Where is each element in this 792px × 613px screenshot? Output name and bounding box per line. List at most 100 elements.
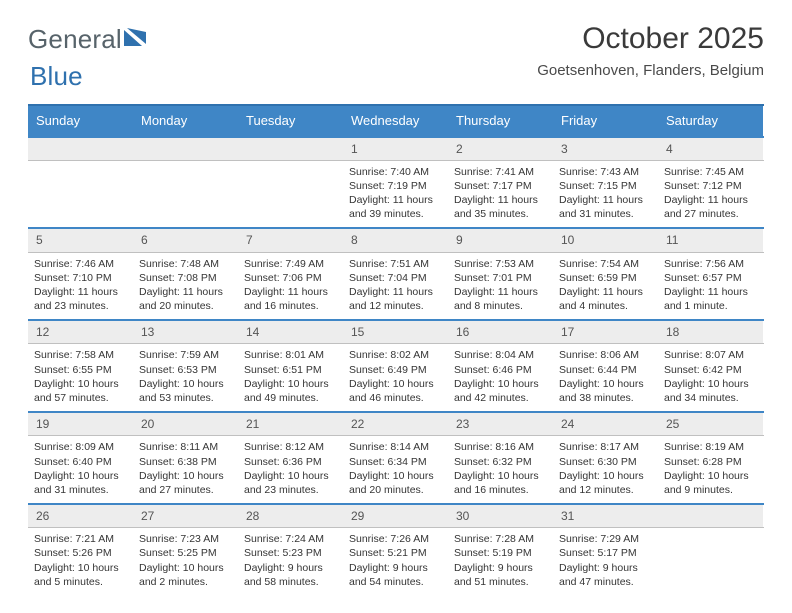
sunset-text: Sunset: 6:38 PM <box>139 455 232 469</box>
day-detail-cell: Sunrise: 8:07 AMSunset: 6:42 PMDaylight:… <box>658 344 763 411</box>
sunrise-text: Sunrise: 7:56 AM <box>664 257 757 271</box>
daylight-text: Daylight: 10 hours and 38 minutes. <box>559 377 652 405</box>
sunset-text: Sunset: 6:40 PM <box>34 455 127 469</box>
daylight-text: Daylight: 11 hours and 8 minutes. <box>454 285 547 313</box>
sunset-text: Sunset: 5:23 PM <box>244 546 337 560</box>
day-detail-row: Sunrise: 8:09 AMSunset: 6:40 PMDaylight:… <box>28 436 764 503</box>
day-number-row: 12131415161718 <box>28 319 764 344</box>
weekday-header: Tuesday <box>238 106 343 136</box>
day-number <box>658 505 763 527</box>
weekday-header: Monday <box>133 106 238 136</box>
day-number: 22 <box>343 413 448 435</box>
day-detail-cell: Sunrise: 7:58 AMSunset: 6:55 PMDaylight:… <box>28 344 133 411</box>
day-detail-cell: Sunrise: 7:54 AMSunset: 6:59 PMDaylight:… <box>553 253 658 320</box>
daylight-text: Daylight: 11 hours and 31 minutes. <box>559 193 652 221</box>
day-number: 19 <box>28 413 133 435</box>
page-title: October 2025 <box>537 22 764 56</box>
day-detail-cell: Sunrise: 7:48 AMSunset: 7:08 PMDaylight:… <box>133 253 238 320</box>
daylight-text: Daylight: 10 hours and 20 minutes. <box>349 469 442 497</box>
sunset-text: Sunset: 7:06 PM <box>244 271 337 285</box>
sunset-text: Sunset: 6:36 PM <box>244 455 337 469</box>
day-detail-cell: Sunrise: 8:16 AMSunset: 6:32 PMDaylight:… <box>448 436 553 503</box>
day-number: 10 <box>553 229 658 251</box>
day-number: 20 <box>133 413 238 435</box>
day-detail-cell: Sunrise: 8:09 AMSunset: 6:40 PMDaylight:… <box>28 436 133 503</box>
day-detail-cell: Sunrise: 7:43 AMSunset: 7:15 PMDaylight:… <box>553 161 658 228</box>
sunrise-text: Sunrise: 8:04 AM <box>454 348 547 362</box>
day-detail-cell: Sunrise: 7:46 AMSunset: 7:10 PMDaylight:… <box>28 253 133 320</box>
day-detail-cell: Sunrise: 7:28 AMSunset: 5:19 PMDaylight:… <box>448 528 553 595</box>
sunset-text: Sunset: 5:25 PM <box>139 546 232 560</box>
day-number-row: 19202122232425 <box>28 411 764 436</box>
day-detail-row: Sunrise: 7:40 AMSunset: 7:19 PMDaylight:… <box>28 161 764 228</box>
day-detail-row: Sunrise: 7:58 AMSunset: 6:55 PMDaylight:… <box>28 344 764 411</box>
daylight-text: Daylight: 11 hours and 39 minutes. <box>349 193 442 221</box>
day-detail-cell: Sunrise: 7:26 AMSunset: 5:21 PMDaylight:… <box>343 528 448 595</box>
daylight-text: Daylight: 10 hours and 49 minutes. <box>244 377 337 405</box>
daylight-text: Daylight: 10 hours and 5 minutes. <box>34 561 127 589</box>
brand-word-1: General <box>28 26 122 52</box>
sunrise-text: Sunrise: 8:17 AM <box>559 440 652 454</box>
sunrise-text: Sunrise: 7:46 AM <box>34 257 127 271</box>
day-detail-cell: Sunrise: 7:59 AMSunset: 6:53 PMDaylight:… <box>133 344 238 411</box>
heading-block: October 2025 Goetsenhoven, Flanders, Bel… <box>537 20 764 87</box>
sunrise-text: Sunrise: 7:59 AM <box>139 348 232 362</box>
daylight-text: Daylight: 10 hours and 46 minutes. <box>349 377 442 405</box>
day-detail-cell: Sunrise: 7:53 AMSunset: 7:01 PMDaylight:… <box>448 253 553 320</box>
sunrise-text: Sunrise: 7:41 AM <box>454 165 547 179</box>
daylight-text: Daylight: 10 hours and 9 minutes. <box>664 469 757 497</box>
day-number: 27 <box>133 505 238 527</box>
sunset-text: Sunset: 6:32 PM <box>454 455 547 469</box>
day-number: 30 <box>448 505 553 527</box>
day-number: 14 <box>238 321 343 343</box>
daylight-text: Daylight: 10 hours and 31 minutes. <box>34 469 127 497</box>
sunrise-text: Sunrise: 7:54 AM <box>559 257 652 271</box>
daylight-text: Daylight: 10 hours and 16 minutes. <box>454 469 547 497</box>
sunset-text: Sunset: 6:28 PM <box>664 455 757 469</box>
weekday-header: Wednesday <box>343 106 448 136</box>
daylight-text: Daylight: 10 hours and 2 minutes. <box>139 561 232 589</box>
sunset-text: Sunset: 6:46 PM <box>454 363 547 377</box>
sunrise-text: Sunrise: 8:02 AM <box>349 348 442 362</box>
sunrise-text: Sunrise: 7:53 AM <box>454 257 547 271</box>
sunrise-text: Sunrise: 7:29 AM <box>559 532 652 546</box>
daylight-text: Daylight: 11 hours and 12 minutes. <box>349 285 442 313</box>
day-number: 8 <box>343 229 448 251</box>
day-detail-cell: Sunrise: 8:01 AMSunset: 6:51 PMDaylight:… <box>238 344 343 411</box>
day-number-row: 262728293031 <box>28 503 764 528</box>
day-number: 31 <box>553 505 658 527</box>
sunrise-text: Sunrise: 8:16 AM <box>454 440 547 454</box>
sunrise-text: Sunrise: 7:48 AM <box>139 257 232 271</box>
day-detail-cell: Sunrise: 7:29 AMSunset: 5:17 PMDaylight:… <box>553 528 658 595</box>
sunset-text: Sunset: 7:01 PM <box>454 271 547 285</box>
day-detail-cell: Sunrise: 7:49 AMSunset: 7:06 PMDaylight:… <box>238 253 343 320</box>
daylight-text: Daylight: 11 hours and 1 minute. <box>664 285 757 313</box>
sunrise-text: Sunrise: 7:40 AM <box>349 165 442 179</box>
weekday-header: Saturday <box>658 106 763 136</box>
day-number: 28 <box>238 505 343 527</box>
day-detail-cell: Sunrise: 7:51 AMSunset: 7:04 PMDaylight:… <box>343 253 448 320</box>
day-detail-row: Sunrise: 7:46 AMSunset: 7:10 PMDaylight:… <box>28 253 764 320</box>
day-number: 21 <box>238 413 343 435</box>
day-number: 26 <box>28 505 133 527</box>
sunset-text: Sunset: 6:30 PM <box>559 455 652 469</box>
sunrise-text: Sunrise: 7:23 AM <box>139 532 232 546</box>
sunset-text: Sunset: 6:51 PM <box>244 363 337 377</box>
day-number <box>133 138 238 160</box>
sunset-text: Sunset: 7:17 PM <box>454 179 547 193</box>
daylight-text: Daylight: 10 hours and 12 minutes. <box>559 469 652 497</box>
day-detail-cell: Sunrise: 8:12 AMSunset: 6:36 PMDaylight:… <box>238 436 343 503</box>
sunset-text: Sunset: 7:08 PM <box>139 271 232 285</box>
day-detail-cell: Sunrise: 7:21 AMSunset: 5:26 PMDaylight:… <box>28 528 133 595</box>
day-number: 13 <box>133 321 238 343</box>
daylight-text: Daylight: 10 hours and 23 minutes. <box>244 469 337 497</box>
day-number-row: 1234 <box>28 136 764 161</box>
day-detail-cell: Sunrise: 7:40 AMSunset: 7:19 PMDaylight:… <box>343 161 448 228</box>
day-detail-cell: Sunrise: 7:24 AMSunset: 5:23 PMDaylight:… <box>238 528 343 595</box>
day-detail-cell: Sunrise: 8:06 AMSunset: 6:44 PMDaylight:… <box>553 344 658 411</box>
day-detail-cell: Sunrise: 8:02 AMSunset: 6:49 PMDaylight:… <box>343 344 448 411</box>
weekday-header: Sunday <box>28 106 133 136</box>
day-detail-cell: Sunrise: 8:14 AMSunset: 6:34 PMDaylight:… <box>343 436 448 503</box>
sunrise-text: Sunrise: 7:43 AM <box>559 165 652 179</box>
sunrise-text: Sunrise: 8:19 AM <box>664 440 757 454</box>
